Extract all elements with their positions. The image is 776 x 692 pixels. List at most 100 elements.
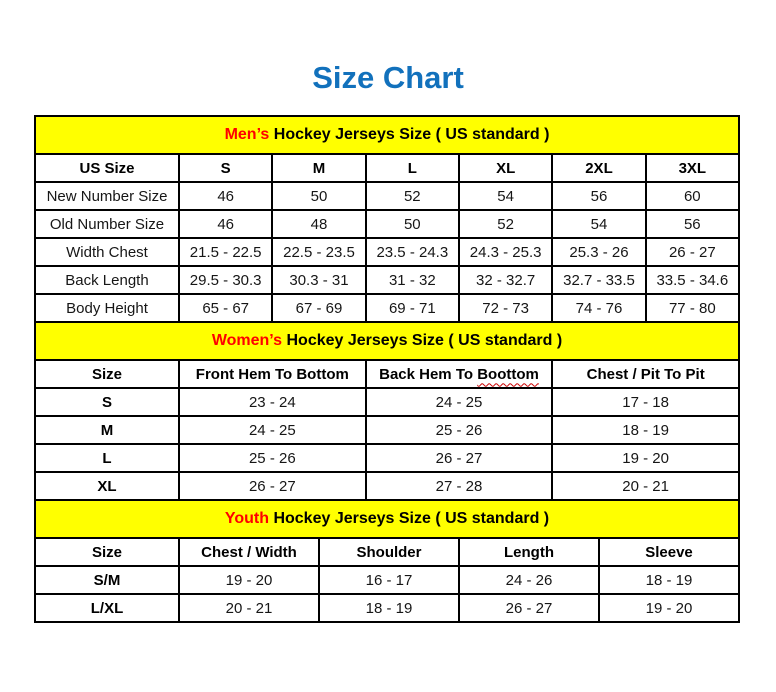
column-header: Size xyxy=(34,359,180,389)
size-value-cell: 18 - 19 xyxy=(318,593,460,623)
column-header: 2XL xyxy=(551,153,647,183)
size-tables: Men’s Hockey Jerseys Size ( US standard … xyxy=(34,115,741,623)
size-value-cell: 18 - 19 xyxy=(598,565,740,595)
section-header-row: Youth Hockey Jerseys Size ( US standard … xyxy=(34,499,740,539)
column-header: US Size xyxy=(34,153,180,183)
row-label: M xyxy=(34,415,180,445)
size-value-cell: 19 - 20 xyxy=(551,443,740,473)
table-row: L 25 - 26 26 - 27 19 - 20 xyxy=(34,443,740,473)
size-value-cell: 50 xyxy=(271,181,367,211)
size-value-cell: 29.5 - 30.3 xyxy=(177,265,274,295)
column-header-text: Back Hem To xyxy=(379,365,478,383)
size-value-cell: 17 - 18 xyxy=(551,387,740,417)
size-value-cell: 21.5 - 22.5 xyxy=(177,237,274,267)
size-value-cell: 69 - 71 xyxy=(364,293,460,323)
table-row: M 24 - 25 25 - 26 18 - 19 xyxy=(34,415,740,445)
column-header: M xyxy=(271,153,367,183)
size-value-cell: 56 xyxy=(551,181,647,211)
size-value-cell: 26 - 27 xyxy=(644,237,741,267)
row-label: Body Height xyxy=(34,293,180,323)
size-value-cell: 31 - 32 xyxy=(364,265,460,295)
table-row: S/M 19 - 20 16 - 17 24 - 26 18 - 19 xyxy=(34,565,740,595)
column-header: Chest / Pit To Pit xyxy=(551,359,740,389)
section-header-row: Men’s Hockey Jerseys Size ( US standard … xyxy=(34,115,740,155)
size-value-cell: 16 - 17 xyxy=(318,565,460,595)
size-value-cell: 23.5 - 24.3 xyxy=(364,237,460,267)
size-value-cell: 77 - 80 xyxy=(644,293,741,323)
column-header-row: US Size S M L XL 2XL 3XL xyxy=(34,153,741,183)
size-value-cell: 32 - 32.7 xyxy=(457,265,554,295)
size-value-cell: 33.5 - 34.6 xyxy=(644,265,741,295)
row-label: L/XL xyxy=(34,593,180,623)
size-value-cell: 54 xyxy=(457,181,554,211)
size-value-cell: 24 - 25 xyxy=(364,387,554,417)
size-value-cell: 56 xyxy=(644,209,741,239)
youth-size-table: Youth Hockey Jerseys Size ( US standard … xyxy=(34,499,740,623)
table-row: New Number Size 46 50 52 54 56 60 xyxy=(34,181,741,211)
size-value-cell: 19 - 20 xyxy=(178,565,320,595)
row-label: S/M xyxy=(34,565,180,595)
column-header: Sleeve xyxy=(598,537,740,567)
section-title-text: Hockey Jerseys Size ( US standard ) xyxy=(269,126,550,143)
size-value-cell: 54 xyxy=(551,209,647,239)
table-row: S 23 - 24 24 - 25 17 - 18 xyxy=(34,387,740,417)
page-title: Size Chart xyxy=(312,60,464,95)
size-value-cell: 72 - 73 xyxy=(457,293,554,323)
table-row: Width Chest 21.5 - 22.5 22.5 - 23.5 23.5 - … xyxy=(34,237,741,267)
size-value-cell: 32.7 - 33.5 xyxy=(551,265,647,295)
size-value-cell: 25.3 - 26 xyxy=(551,237,647,267)
size-value-cell: 24 - 26 xyxy=(458,565,600,595)
size-value-cell: 60 xyxy=(644,181,741,211)
size-value-cell: 26 - 27 xyxy=(178,471,367,501)
size-value-cell: 50 xyxy=(364,209,460,239)
size-value-cell: 52 xyxy=(364,181,460,211)
column-header-row: Size Front Hem To Bottom Back Hem To Boott… xyxy=(34,359,740,389)
size-value-cell: 24.3 - 25.3 xyxy=(457,237,554,267)
column-header: Size xyxy=(34,537,180,567)
section-title-text: Hockey Jerseys Size ( US standard ) xyxy=(282,332,563,349)
mens-size-table: Men’s Hockey Jerseys Size ( US standard … xyxy=(34,115,741,323)
column-header: Front Hem To Bottom xyxy=(178,359,367,389)
row-label: XL xyxy=(34,471,180,501)
size-value-cell: 46 xyxy=(177,209,274,239)
section-title-text: Hockey Jerseys Size ( US standard ) xyxy=(269,510,550,527)
table-row: Back Length 29.5 - 30.3 30.3 - 31 31 - 32 32… xyxy=(34,265,741,295)
womens-size-table: Women’s Hockey Jerseys Size ( US standar… xyxy=(34,321,740,501)
size-value-cell: 19 - 20 xyxy=(598,593,740,623)
table-row: L/XL 20 - 21 18 - 19 26 - 27 19 - 20 xyxy=(34,593,740,623)
size-value-cell: 18 - 19 xyxy=(551,415,740,445)
size-value-cell: 27 - 28 xyxy=(364,471,554,501)
column-header: Chest / Width xyxy=(178,537,320,567)
size-value-cell: 67 - 69 xyxy=(271,293,367,323)
column-header: L xyxy=(364,153,460,183)
section-group-label: Women’s xyxy=(211,332,283,349)
row-label: L xyxy=(34,443,180,473)
size-value-cell: 52 xyxy=(457,209,554,239)
column-header: Shoulder xyxy=(318,537,460,567)
size-value-cell: 20 - 21 xyxy=(178,593,320,623)
size-value-cell: 46 xyxy=(177,181,274,211)
row-label: Width Chest xyxy=(34,237,180,267)
size-value-cell: 26 - 27 xyxy=(364,443,554,473)
section-group-label: Men’s xyxy=(224,126,270,143)
size-value-cell: 25 - 26 xyxy=(364,415,554,445)
table-row: XL 26 - 27 27 - 28 20 - 21 xyxy=(34,471,740,501)
misspelled-word-squiggle: Boottom xyxy=(477,365,539,383)
column-header: S xyxy=(177,153,274,183)
column-header: 3XL xyxy=(644,153,741,183)
column-header: Back Hem To Boottom xyxy=(364,359,554,389)
column-header: XL xyxy=(457,153,554,183)
column-header-row: Size Chest / Width Shoulder Length Sleeve xyxy=(34,537,740,567)
row-label: S xyxy=(34,387,180,417)
size-value-cell: 23 - 24 xyxy=(178,387,367,417)
column-header: Length xyxy=(458,537,600,567)
table-row: Old Number Size 46 48 50 52 54 56 xyxy=(34,209,741,239)
table-row: Body Height 65 - 67 67 - 69 69 - 71 72 - 73 7… xyxy=(34,293,741,323)
size-value-cell: 48 xyxy=(271,209,367,239)
size-value-cell: 20 - 21 xyxy=(551,471,740,501)
size-value-cell: 22.5 - 23.5 xyxy=(271,237,367,267)
section-group-label: Youth xyxy=(224,510,269,527)
size-value-cell: 25 - 26 xyxy=(178,443,367,473)
size-value-cell: 30.3 - 31 xyxy=(271,265,367,295)
